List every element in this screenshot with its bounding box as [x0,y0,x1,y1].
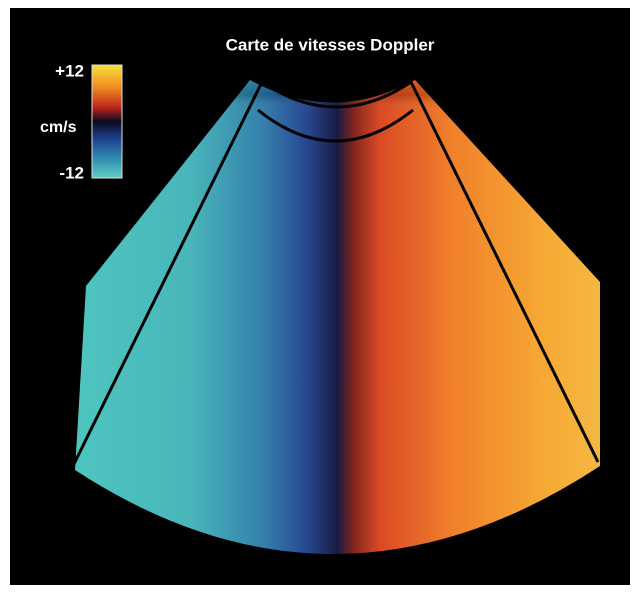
top-arc [261,80,412,109]
inner-arc [257,108,414,143]
title: Carte de vitesses Doppler [226,35,435,54]
right-edge [409,81,600,463]
volume-outline [70,80,600,469]
colorbar-min-label: -12 [59,163,84,182]
left-edge [70,81,264,469]
colorbar-unit: cm/s [40,119,77,136]
colorbar-max-label: +12 [55,61,84,80]
colorbar [91,64,123,179]
